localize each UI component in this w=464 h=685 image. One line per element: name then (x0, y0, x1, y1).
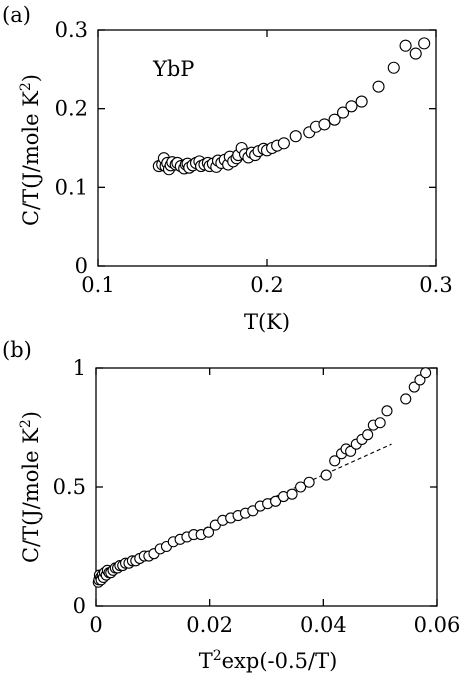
panel-b-data-point (362, 429, 374, 441)
panel-b-x-axis-title-base: T (199, 649, 213, 673)
panel-b-data-point (303, 476, 315, 488)
panel-a-data-point (277, 137, 290, 150)
panel-a-data-point (409, 47, 422, 60)
panel-b-x-axis-title: T2exp(-0.5/T) (199, 648, 338, 673)
panel-a-x-axis-title: T(K) (244, 310, 290, 334)
panel-b-data-point (286, 488, 298, 500)
panel-b-y-axis-title-close: ) (19, 411, 43, 419)
panel-b-ticks: 0 0.02 0.04 0.06 0 0.5 1 (53, 356, 461, 637)
panel-a-y-tick-label: 0.1 (55, 175, 88, 199)
panel-a-x-tick-label: 0.3 (419, 273, 452, 297)
panel-a-x-tick-label: 0.2 (250, 273, 283, 297)
panel-b-x-tick-label: 0 (89, 613, 102, 637)
panel-a-data-point (328, 113, 341, 126)
panel-b-data-point (420, 367, 432, 379)
panel-b-y-tick-label: 1 (73, 356, 86, 380)
panel-b-label: (b) (2, 338, 32, 362)
panel-a-label: (a) (2, 3, 31, 27)
panel-a-points (152, 37, 431, 176)
panel-b-data-point (202, 526, 215, 538)
panel-a-y-axis-title: C/T(J/mole K2) (18, 74, 43, 226)
panel-a-data-point (372, 80, 385, 93)
panel-b-plot-frame (95, 367, 438, 607)
panel-a-y-axis-title-main: C/T(J/mole K (19, 91, 43, 226)
panel-b-x-tick-label: 0.02 (186, 613, 233, 637)
panel-b-data-point (400, 393, 412, 405)
panel-a-data-point (336, 106, 350, 119)
panel-a-data-point (387, 61, 400, 74)
panel-a: (a) YbP 0.1 0.2 0.300.10.20.3 T(K) C/T(J/m… (2, 3, 453, 334)
panel-a-data-point (345, 100, 358, 113)
panel-a-y-axis-title-close: ) (19, 74, 43, 82)
panel-a-y-tick-label: 0.3 (55, 18, 88, 42)
panel-b-x-axis-title-rest: exp(-0.5/T) (222, 649, 338, 673)
panel-a-x-tick-label: 0.1 (81, 273, 114, 297)
panel-b-data-point (345, 445, 357, 457)
panel-b-y-tick-label: 0 (73, 594, 86, 618)
panel-b-points (92, 367, 432, 588)
panel-b-data-point (329, 455, 341, 467)
panel-b-data-point (374, 417, 386, 429)
panel-a-data-point (318, 118, 331, 131)
panel-b-data-point (408, 381, 420, 393)
panel-b-data-point (320, 469, 332, 481)
panel-b-data-point (381, 405, 393, 417)
panel-b-data-point (270, 495, 282, 507)
panel-b-y-axis-title-sup: 2 (18, 419, 34, 428)
panel-b-y-axis-title: C/T(J/mole K2) (18, 411, 43, 563)
panel-a-data-point (418, 37, 431, 50)
panel-a-data-point (289, 130, 302, 143)
panel-a-data-point (355, 95, 368, 108)
panel-a-annotation-ybp: YbP (152, 57, 194, 81)
panel-b-y-axis-title-main: C/T(J/mole K (19, 428, 43, 563)
panel-b-x-tick-label: 0.04 (300, 613, 347, 637)
panel-a-y-tick-label: 0 (75, 254, 88, 278)
panel-b-y-tick-label: 0.5 (53, 475, 86, 499)
panel-b-x-axis-title-sup: 2 (213, 648, 222, 664)
panel-a-y-tick-label: 0.2 (55, 97, 88, 121)
panel-b-x-tick-label: 0.06 (414, 613, 461, 637)
panel-b-data-point (414, 374, 426, 386)
panel-b-data-point (295, 481, 307, 493)
panel-a-data-point (399, 39, 412, 52)
panel-a-ticks: 0.1 0.2 0.300.10.20.3 (55, 18, 453, 297)
panel-a-y-axis-title-sup: 2 (18, 82, 34, 91)
